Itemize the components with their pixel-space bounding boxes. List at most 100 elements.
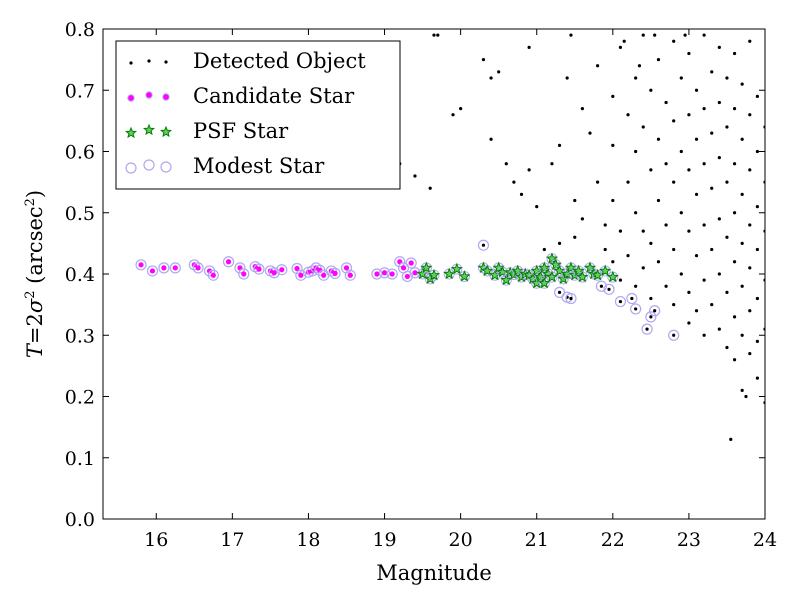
detected-object-point [710,247,714,252]
candidate-star-point [317,267,323,273]
detected-object-point [664,100,668,105]
detected-object-point [527,168,531,172]
detected-object-point [755,205,759,209]
detected-object-point [527,45,531,49]
psf-star-point [481,264,494,277]
detected-object-point [725,235,729,239]
detected-object-point [649,296,653,301]
modest-star-point [565,292,577,305]
candidate-star-ring [276,264,288,276]
x-tick-label: 23 [677,529,701,551]
detected-object-point [656,260,661,264]
x-tick-label: 22 [601,529,625,551]
psf-star-point [545,270,558,283]
detected-object-point [725,76,729,80]
candidate-star-point [381,270,388,276]
legend-frame [115,40,401,190]
detected-object-point [557,143,562,147]
detected-object-point [717,156,721,160]
detected-object-point [550,162,554,166]
detected-object-point [672,303,676,307]
psf-star-point [564,261,577,274]
detected-object-point [755,339,759,343]
detected-object-point [740,388,744,392]
candidate-star-ring [291,262,303,275]
detected-object-point [717,45,721,49]
detected-object-point [451,113,455,117]
legend-marker-modest [143,159,155,171]
psf-star-point [427,268,441,281]
candidate-star-point [225,259,232,265]
candidate-star-ring [344,269,356,281]
detected-object-point [732,211,737,215]
y-axis-label-eq: = [23,327,47,345]
detected-object-point [497,70,501,74]
modest-star-core [607,287,611,291]
legend: Detected Object Candidate Star PSF Star … [115,40,401,190]
candidate-star-ring [295,269,307,281]
detected-object-point [748,309,752,313]
detected-object-point [611,260,615,264]
detected-object-point [732,358,737,362]
legend-marker-detected [164,60,168,64]
detected-object-point [732,162,737,166]
detected-object-point [595,180,600,184]
detected-object-point [512,180,516,184]
legend-marker-candidate [162,93,170,101]
detected-object-point [702,278,706,282]
legend-entry-candidate: Candidate Star [127,84,355,108]
candidate-star-ring [378,267,391,279]
candidate-star-ring [169,262,181,274]
detected-object-point [755,94,759,98]
modest-star-core [630,296,634,301]
detected-object-point [656,58,661,62]
x-tick-label: 24 [753,529,777,551]
detected-object-point [656,198,661,203]
detected-object-point [634,211,638,215]
legend-marker-detected [147,59,151,63]
detected-object-point [664,284,668,288]
candidate-star-point [210,272,216,278]
candidate-star-ring [207,269,219,281]
detected-object-point [748,168,752,172]
modest-star-core [649,315,653,319]
candidate-star-point [256,266,262,272]
y-axis-label-exp2: 2 [23,198,38,206]
detected-object-point [740,137,744,141]
detected-object-point [626,180,630,184]
detected-object-point [649,168,653,172]
psf-star-point [599,264,612,277]
y-tick-label: 0.5 [65,203,95,225]
modest-star-point [641,323,653,335]
candidate-star-ring [394,256,406,268]
candidate-star-point [279,267,285,273]
legend-marker-detected [129,61,133,65]
detected-object-point [489,76,493,80]
legend-entry-detected: Detected Object [129,49,366,73]
detected-object-point [535,205,539,209]
modest-star-core [481,243,486,247]
detected-object-point [725,180,729,184]
modest-star-point [630,303,642,315]
detected-object-point [618,45,623,49]
legend-label-psf: PSF Star [193,119,289,143]
detected-object-point [611,143,615,147]
legend-entry-modest: Modest Star [125,154,325,178]
y-axis-label: T=2σ2 (arcsec2) [23,190,47,358]
candidate-star-point [412,270,418,276]
detected-object-point [748,266,752,270]
detected-object-point [611,198,615,203]
candidate-star-point [347,272,353,278]
detected-object-point [557,241,562,245]
psf-star-point [500,273,513,286]
detected-object-point [603,223,607,227]
detected-object-point [428,186,432,190]
detected-object-point [729,437,733,441]
candidate-star-point [271,270,277,276]
psf-star-point [576,270,589,283]
detected-object-point [413,174,417,178]
detected-object-point [569,33,573,37]
y-tick-label: 0.6 [65,142,95,164]
detected-object-point [649,241,653,245]
y-tick-label: 0.8 [65,19,95,41]
